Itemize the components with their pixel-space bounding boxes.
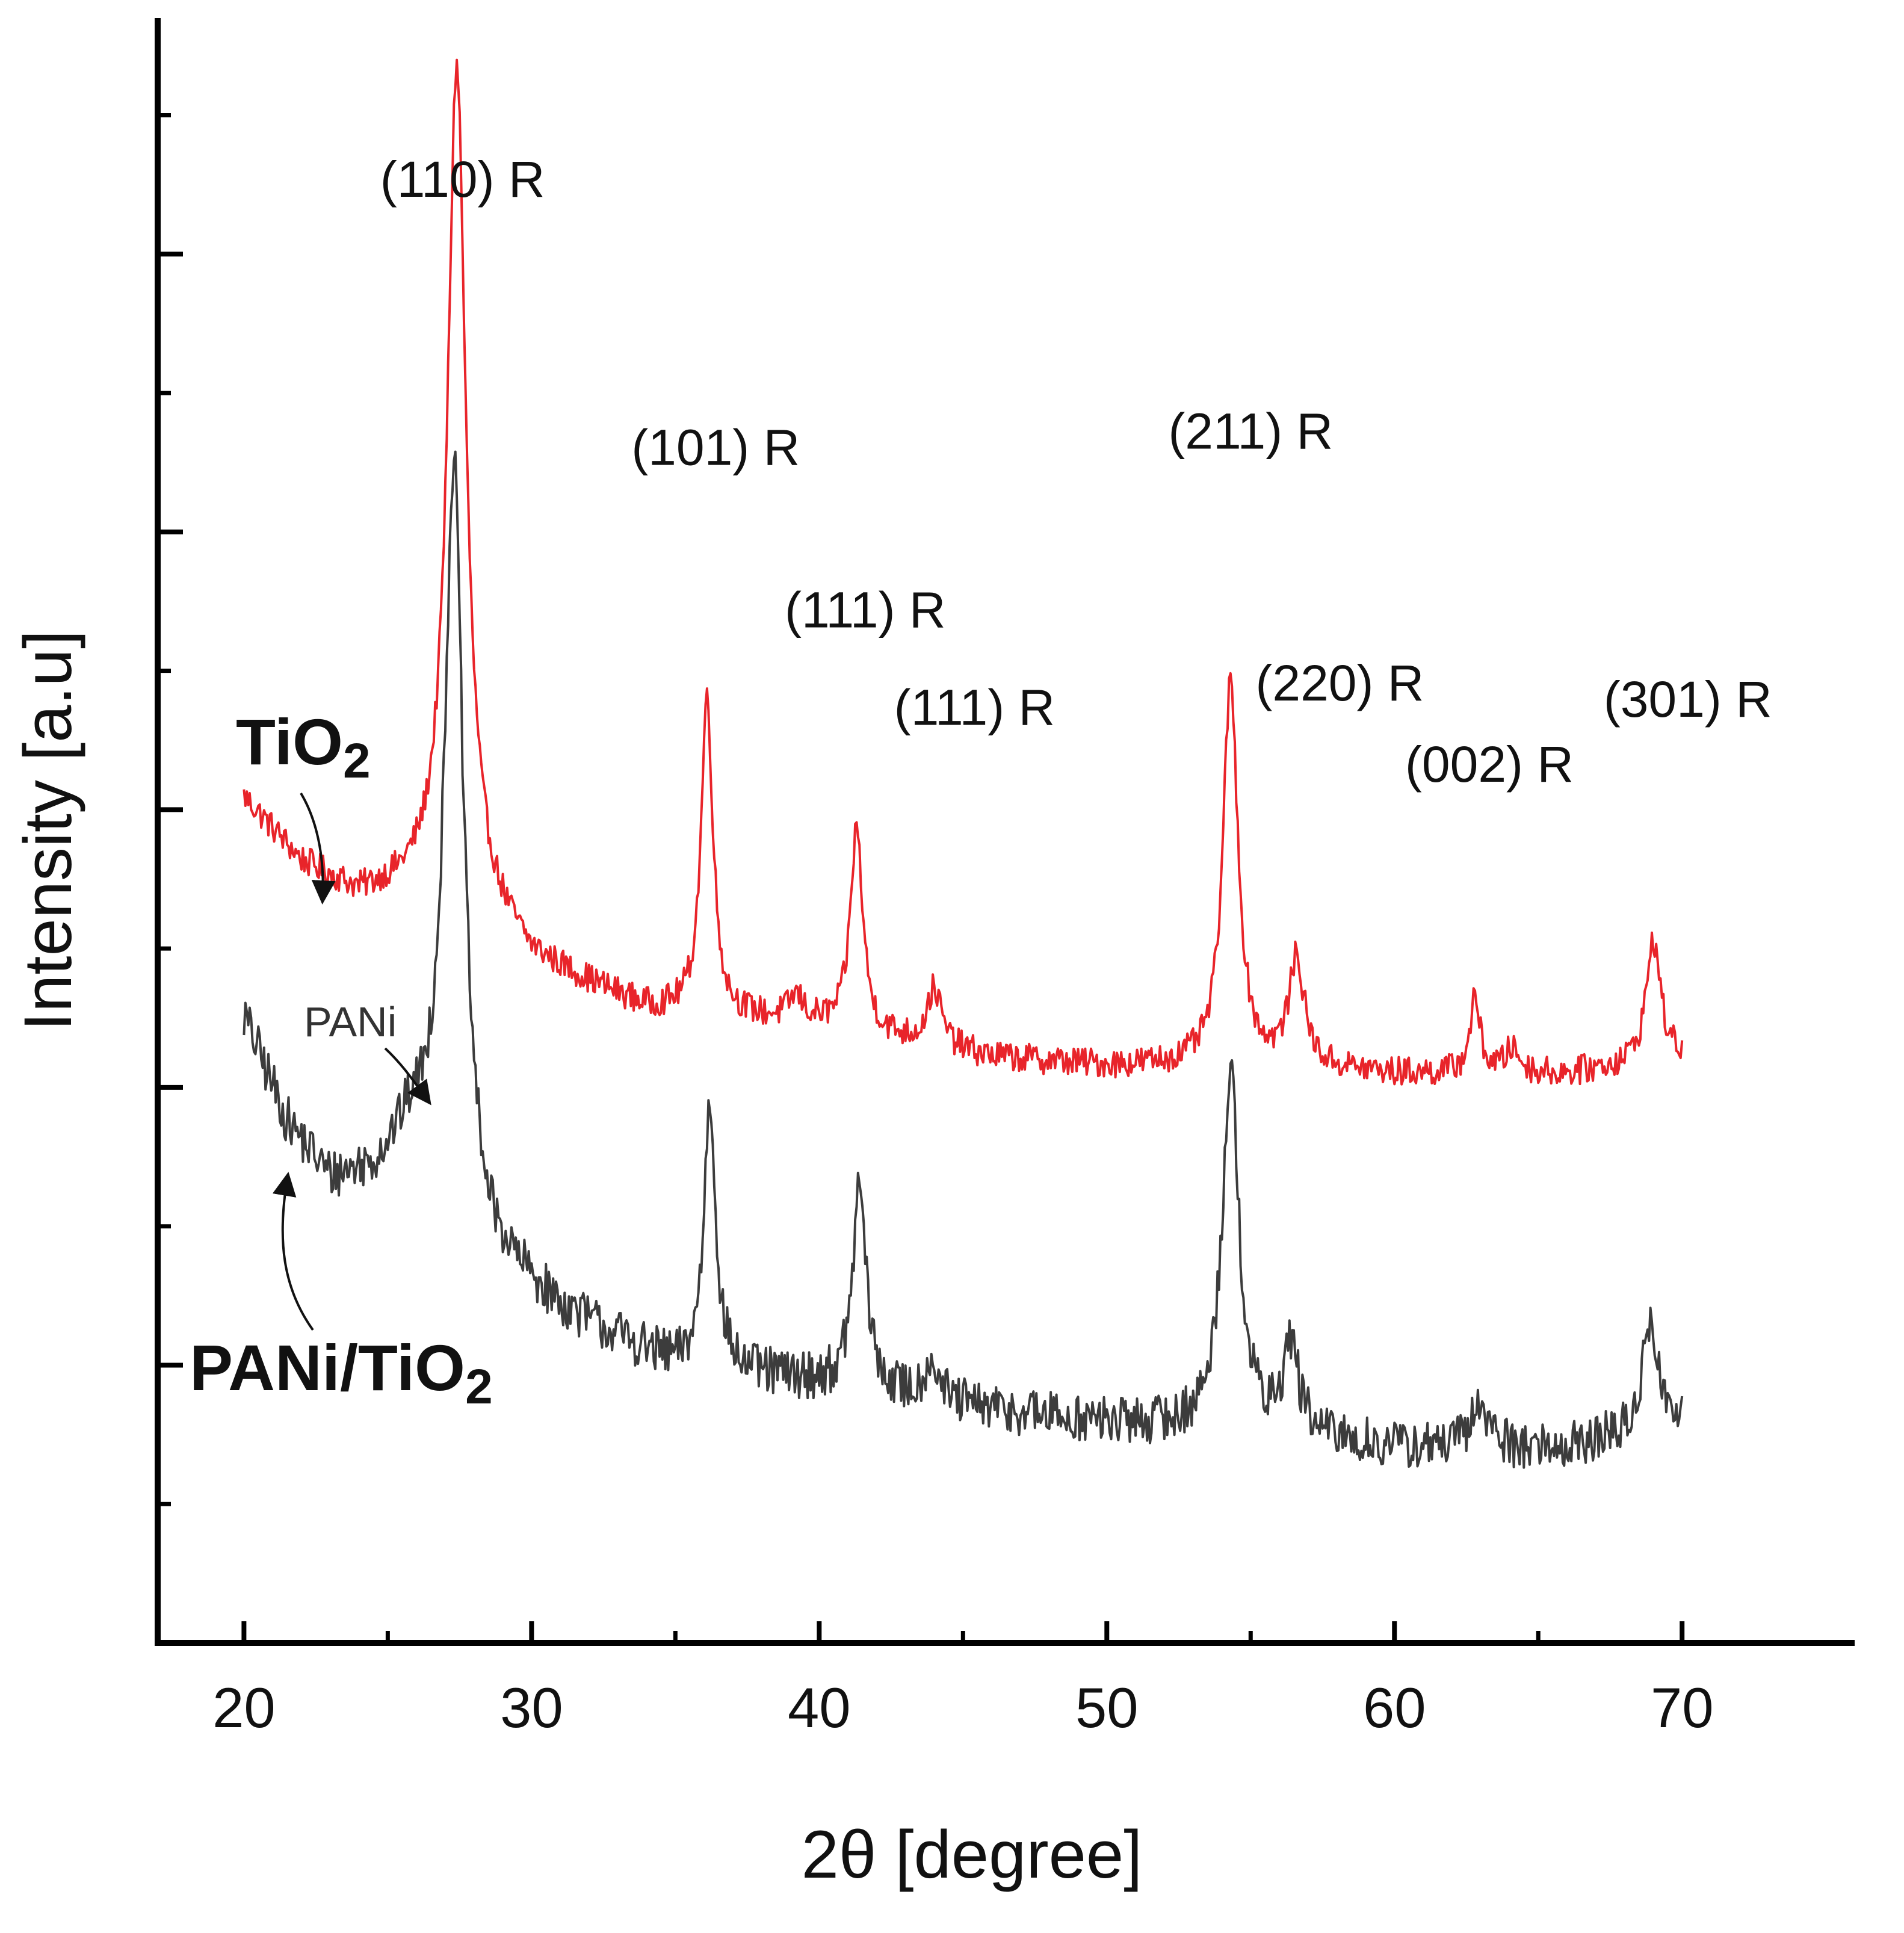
x-tick-label: 70	[1651, 1676, 1714, 1739]
x-axis-title: 2θ [degree]	[802, 1817, 1143, 1892]
peak-label: (111) R	[785, 582, 946, 639]
peak-label: (101) R	[631, 419, 800, 476]
x-tick-label: 20	[212, 1676, 276, 1739]
x-tick-label: 30	[500, 1676, 563, 1739]
x-tick-label: 60	[1363, 1676, 1426, 1739]
series-label-pani-tio2-sub: 2	[465, 1359, 493, 1414]
peak-label: (220) R	[1255, 655, 1424, 711]
pani-tio2-arrow	[272, 1172, 314, 1331]
peak-label: (211) R	[1168, 403, 1333, 460]
peak-label: (110) R	[380, 151, 545, 208]
pani-hump-label: PANi	[304, 998, 397, 1045]
series-label-pani-tio2-main: PANi/TiO	[190, 1331, 465, 1404]
pani-arrow	[384, 1047, 431, 1106]
peak-label: (111) R	[894, 679, 1056, 736]
series-label-pani-tio2: PANi/TiO2	[190, 1331, 493, 1414]
x-tick-label: 40	[788, 1676, 851, 1739]
series-layer	[243, 58, 1684, 1469]
series-label-tio2-sub: 2	[343, 734, 371, 788]
tio2-arrow	[300, 792, 336, 905]
series-label-tio2-main: TiO	[236, 705, 343, 778]
y-axis-title: Intensity [a.u]	[10, 630, 85, 1031]
peak-annotations: (110) R (101) R (111) R (111) R (211) R (220)…	[380, 151, 1772, 793]
axes: 20 30 40 50 60 70	[155, 18, 1855, 1739]
series-label-tio2: TiO2	[236, 705, 371, 788]
series-line-pani-tio2	[243, 450, 1684, 1469]
peak-label: (301) R	[1604, 671, 1772, 728]
peak-label: (002) R	[1405, 736, 1574, 793]
x-tick-label: 50	[1075, 1676, 1139, 1739]
series-line-tio2	[243, 58, 1684, 1086]
